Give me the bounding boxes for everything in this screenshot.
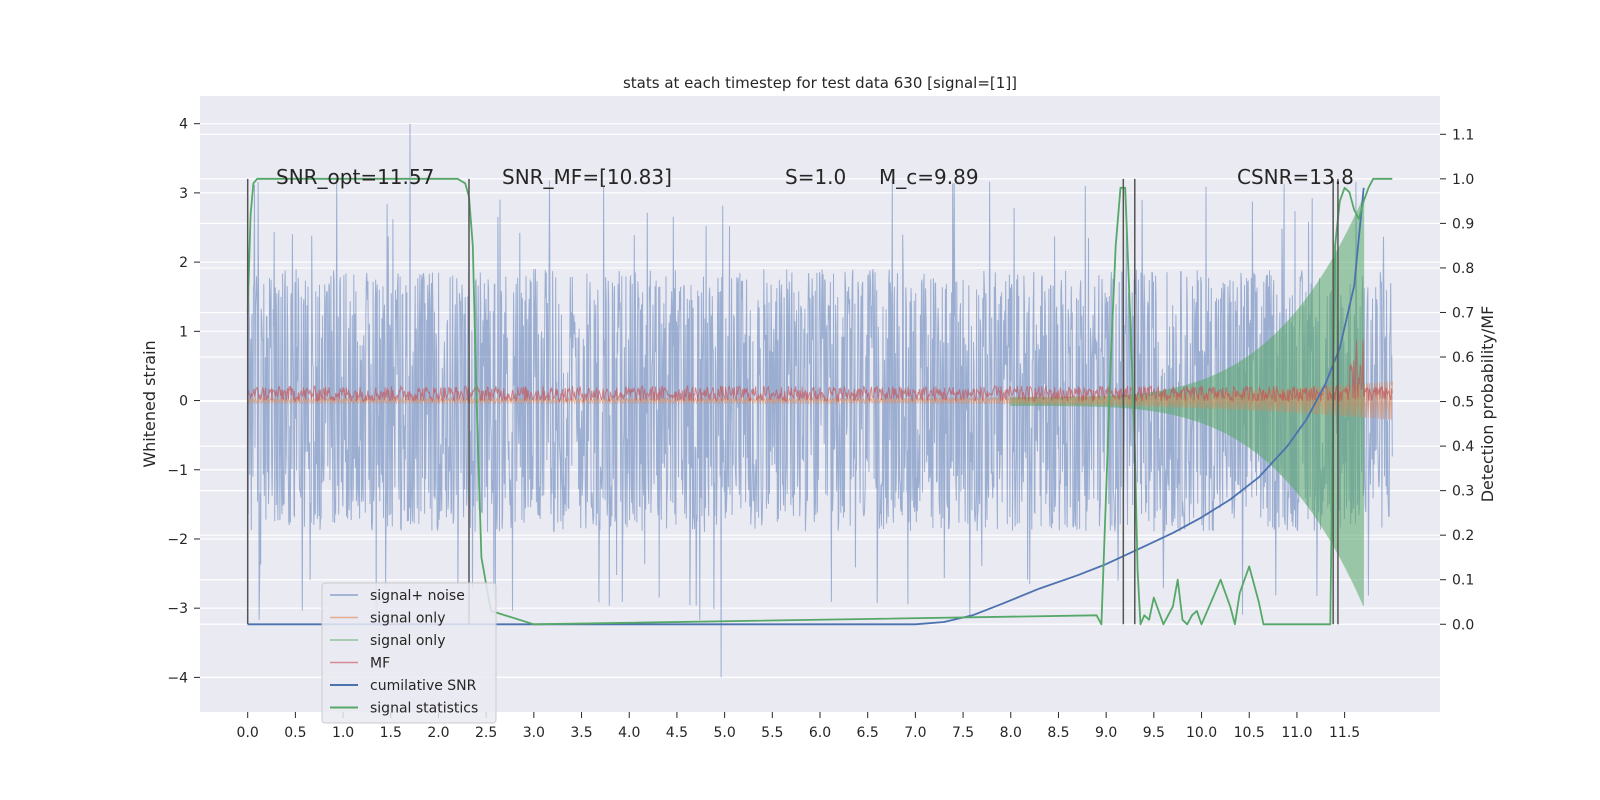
x-tick-label: 1.5 bbox=[380, 725, 402, 741]
right-tick-label: 0.1 bbox=[1452, 573, 1474, 589]
left-tick-label: −1 bbox=[167, 463, 188, 479]
x-tick-label: 10.0 bbox=[1186, 725, 1217, 741]
left-tick-label: −3 bbox=[167, 601, 188, 617]
annotation-s: S=1.0 bbox=[785, 165, 846, 189]
x-tick-label: 10.5 bbox=[1234, 725, 1265, 741]
legend: signal+ noise signal only signal only MF cum… bbox=[321, 582, 497, 724]
right-tick-label: 0.8 bbox=[1452, 261, 1474, 277]
legend-label: MF bbox=[370, 656, 390, 672]
x-tick-label: 3.5 bbox=[570, 725, 592, 741]
legend-frame bbox=[321, 582, 497, 724]
x-tick-label: 2.5 bbox=[475, 725, 497, 741]
series-layer bbox=[246, 123, 1393, 678]
left-tick-label: 4 bbox=[179, 117, 188, 133]
x-tick-label: 6.5 bbox=[857, 725, 879, 741]
right-tick-label: 0.7 bbox=[1452, 305, 1474, 321]
series-signal-only-green bbox=[1010, 196, 1365, 606]
legend-label: signal+ noise bbox=[370, 588, 465, 604]
right-tick-label: 0.2 bbox=[1452, 528, 1474, 544]
x-tick-label: 11.5 bbox=[1329, 725, 1360, 741]
right-tick-label: 0.5 bbox=[1452, 395, 1474, 411]
x-tick-label: 9.5 bbox=[1143, 725, 1165, 741]
series-signal-statistics bbox=[246, 177, 1393, 626]
right-tick-label: 0.3 bbox=[1452, 484, 1474, 500]
left-tick-label: 2 bbox=[179, 255, 188, 271]
annotation-csnr: CSNR=13.8 bbox=[1237, 165, 1354, 189]
right-axis-ticks: 1.1 1.0 0.9 0.8 0.7 0.6 0.5 0.4 0.3 0.2 0.1 0.0 bbox=[1440, 127, 1474, 633]
annotation-snr-opt: SNR_opt=11.57 bbox=[276, 165, 434, 189]
x-tick-label: 7.0 bbox=[904, 725, 926, 741]
series-cumulative-snr bbox=[247, 187, 1365, 626]
left-tick-label: 3 bbox=[179, 186, 188, 202]
right-tick-label: 1.0 bbox=[1452, 172, 1474, 188]
x-tick-label: 5.5 bbox=[761, 725, 783, 741]
x-tick-label: 4.0 bbox=[618, 725, 640, 741]
x-tick-label: 1.0 bbox=[332, 725, 354, 741]
x-tick-label: 8.0 bbox=[1000, 725, 1022, 741]
series-mf bbox=[247, 339, 1393, 404]
x-tick-label: 9.0 bbox=[1095, 725, 1117, 741]
chart-title: stats at each timestep for test data 630… bbox=[623, 74, 1017, 92]
legend-label: signal statistics bbox=[370, 701, 478, 717]
annotations: SNR_opt=11.57 SNR_MF=[10.83] S=1.0 M_c=9… bbox=[276, 165, 1354, 189]
x-tick-label: 3.0 bbox=[523, 725, 545, 741]
x-tick-label: 0.5 bbox=[284, 725, 306, 741]
x-tick-label: 0.0 bbox=[237, 725, 259, 741]
right-tick-label: 0.0 bbox=[1452, 617, 1474, 633]
x-tick-label: 7.5 bbox=[952, 725, 974, 741]
x-axis-ticks: 0.0 0.5 1.0 1.5 2.0 2.5 3.0 3.5 4.0 4.5 5.0 5.5 6.0 6… bbox=[237, 712, 1360, 741]
right-tick-label: 0.9 bbox=[1452, 216, 1474, 232]
x-tick-label: 5.0 bbox=[713, 725, 735, 741]
left-tick-label: −2 bbox=[167, 532, 188, 548]
series-signal-plus-noise bbox=[247, 123, 1393, 678]
legend-label: signal only bbox=[370, 611, 445, 627]
left-axis-ticks: 4 3 2 1 0 −1 −2 −3 −4 bbox=[167, 117, 200, 686]
left-tick-label: 0 bbox=[179, 394, 188, 410]
right-axis-label: Detection probability/MF bbox=[1478, 306, 1497, 503]
x-tick-label: 6.0 bbox=[809, 725, 831, 741]
x-tick-label: 8.5 bbox=[1047, 725, 1069, 741]
x-tick-label: 2.0 bbox=[427, 725, 449, 741]
legend-label: signal only bbox=[370, 633, 445, 649]
left-tick-label: 1 bbox=[179, 324, 188, 340]
left-axis-label: Whitened strain bbox=[140, 340, 159, 467]
vertical-markers bbox=[246, 178, 1339, 625]
x-tick-label: 4.5 bbox=[666, 725, 688, 741]
right-tick-label: 0.6 bbox=[1452, 350, 1474, 366]
annotation-snr-mf: SNR_MF=[10.83] bbox=[502, 165, 672, 189]
right-tick-label: 1.1 bbox=[1452, 127, 1474, 143]
annotation-mc: M_c=9.89 bbox=[879, 165, 979, 189]
x-tick-label: 11.0 bbox=[1281, 725, 1312, 741]
left-tick-label: −4 bbox=[167, 670, 188, 686]
legend-label: cumilative SNR bbox=[370, 678, 477, 694]
right-tick-label: 0.4 bbox=[1452, 439, 1474, 455]
